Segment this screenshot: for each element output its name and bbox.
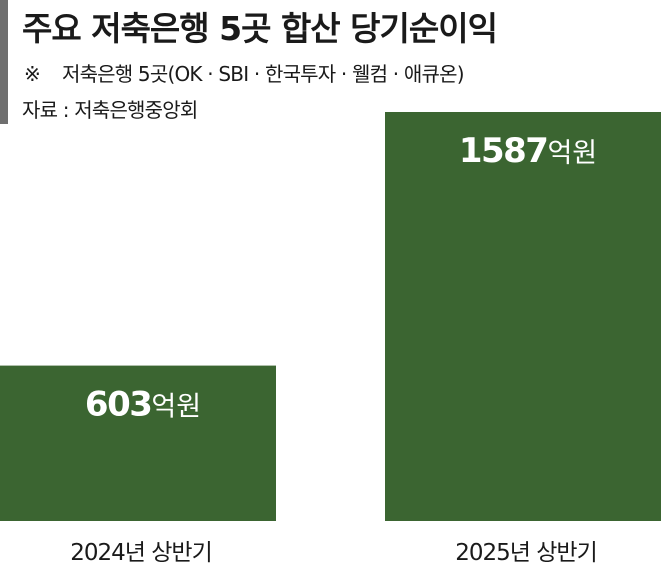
note-mark: ※ [24, 62, 41, 86]
chart-note: ※ 저축은행 5곳(OK · SBI · 한국투자 · 웰컴 · 애큐온) [24, 58, 465, 87]
note-text: 저축은행 5곳(OK · SBI · 한국투자 · 웰컴 · 애큐온) [61, 62, 465, 86]
chart-title: 주요 저축은행 5곳 합산 당기순이익 [22, 9, 498, 48]
accent-bar [0, 0, 8, 124]
bar-value-label-2: 1587억원 [459, 131, 597, 171]
category-label-2: 2025년 상반기 [455, 540, 596, 566]
bar-1 [0, 365, 276, 521]
bar-value-label-1: 603억원 [85, 385, 201, 425]
category-label-1: 2024년 상반기 [70, 540, 211, 566]
chart-source: 자료 : 저축은행중앙회 [22, 98, 198, 122]
bar-2 [385, 112, 661, 521]
